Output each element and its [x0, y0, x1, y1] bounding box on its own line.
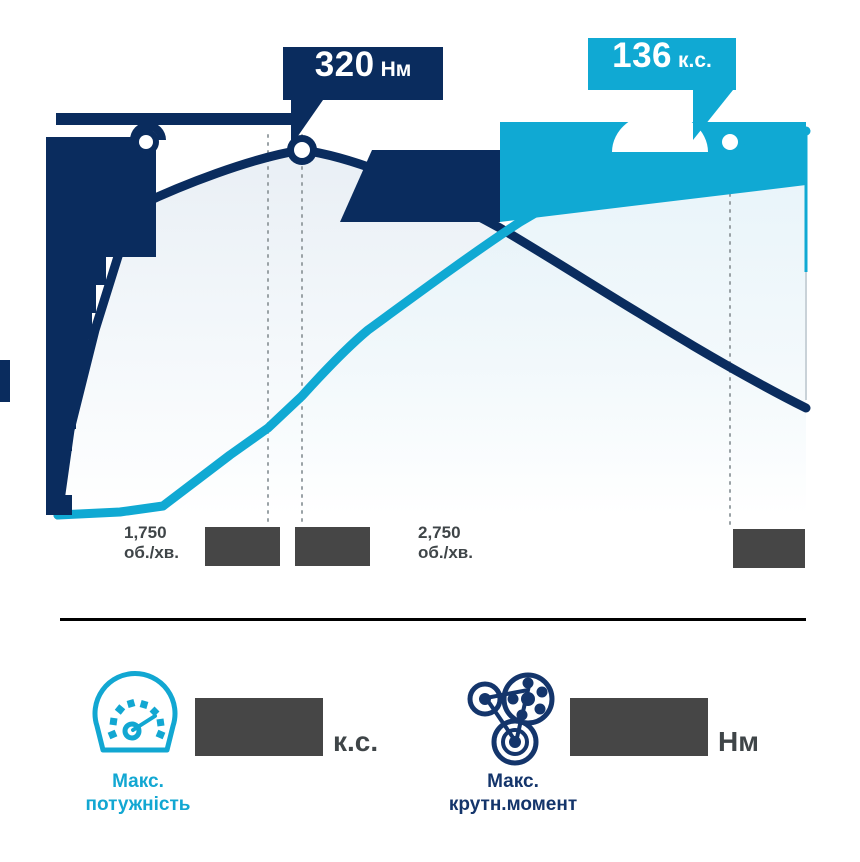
gridlines: [267, 129, 731, 526]
y-axis-blocks: [0, 137, 156, 515]
x-tick-2750-unit: об./хв.: [418, 543, 473, 562]
chart-svg: [0, 112, 811, 526]
callout-power-tail: [693, 90, 733, 140]
x-tick-1750-value: 1,750: [124, 523, 167, 542]
section-divider: [60, 618, 806, 621]
callout-torque-value: 320: [314, 45, 375, 84]
belt-pulley-icon: [460, 668, 560, 768]
top-navy-band: [56, 113, 296, 140]
callout-torque-tail: [291, 100, 323, 146]
chart-plot-area: [0, 112, 811, 526]
stat-max-torque-value-redaction: [570, 698, 708, 756]
x-tick-1750: 1,750 об./хв.: [124, 523, 179, 563]
callout-torque-unit: Нм: [380, 58, 412, 81]
callout-torque: 320 Нм: [283, 47, 443, 100]
stat-max-torque-caption-line2: крутн.момент: [448, 794, 578, 815]
redacted-tick-3: [733, 529, 805, 568]
marker-torque-secondary: [133, 129, 159, 155]
x-tick-2750-value: 2,750: [418, 523, 461, 542]
x-tick-1750-unit: об./хв.: [124, 543, 179, 562]
stat-max-power-caption: Макс. потужність: [63, 770, 213, 816]
stat-max-torque-caption: Макс. крутн.момент: [438, 770, 588, 816]
stat-max-torque-caption-line1: Макс.: [487, 771, 539, 792]
callout-power-unit: к.с.: [678, 49, 712, 72]
power-area-fill: [58, 133, 806, 515]
stat-max-power-caption-line1: Макс.: [112, 771, 164, 792]
redacted-tick-2: [295, 527, 370, 566]
gauge-icon: [85, 668, 185, 768]
stat-max-power-value-redaction: [195, 698, 323, 756]
callout-power-value: 136: [612, 36, 673, 75]
stat-max-torque-unit: Нм: [718, 726, 759, 757]
stat-max-power-unit: к.с.: [333, 726, 379, 757]
cyan-dome-cut: [612, 112, 708, 152]
redacted-tick-1: [205, 527, 280, 566]
x-tick-2750: 2,750 об./хв.: [418, 523, 473, 563]
mid-navy-block: [340, 150, 500, 222]
callout-power: 136 к.с.: [588, 38, 736, 90]
stat-max-power-caption-line2: потужність: [85, 794, 191, 815]
